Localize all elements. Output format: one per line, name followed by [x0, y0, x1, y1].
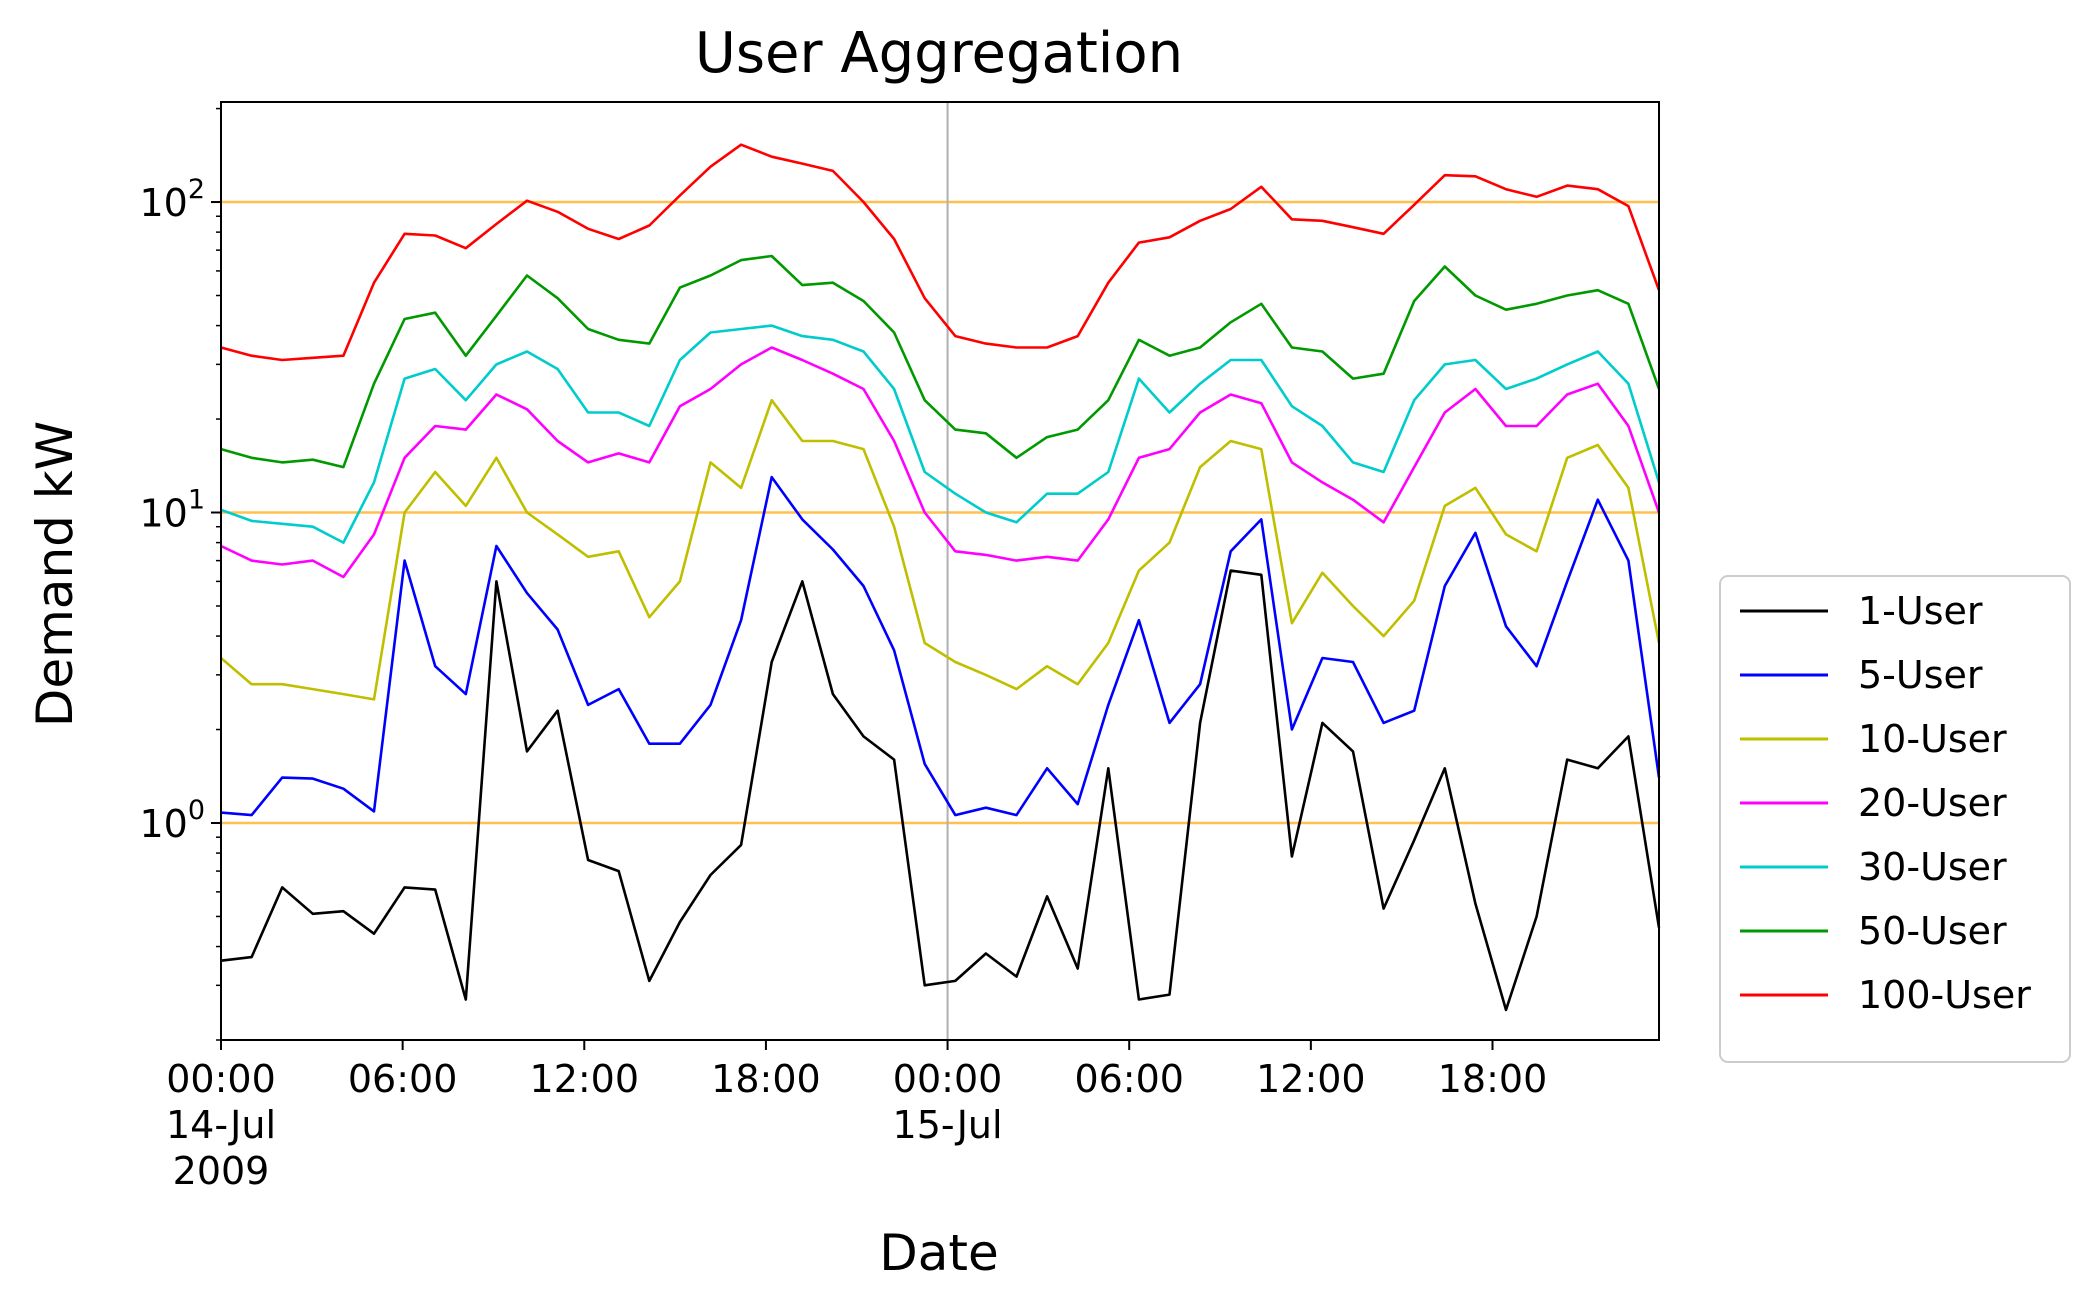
x-tick-label: 06:00: [348, 1057, 458, 1101]
series-line-50-user: [220, 254, 1661, 469]
y-tick-label: 102: [139, 174, 205, 225]
legend-label: 100-User: [1858, 973, 2031, 1017]
legend-frame: [1719, 575, 2071, 1063]
x-tick-label: 18:00: [711, 1057, 821, 1101]
series-line-1-user: [220, 569, 1661, 1012]
chart-title: User Aggregation: [695, 21, 1183, 86]
x-tick-label: 2009: [173, 1149, 270, 1193]
legend-label: 50-User: [1858, 909, 2007, 953]
x-axis-label: Date: [879, 1224, 999, 1282]
series-layer: [220, 143, 1661, 1012]
x-tick-label: 15-Jul: [893, 1103, 1003, 1147]
series-line-10-user: [220, 398, 1661, 701]
series-line-30-user: [220, 324, 1661, 544]
grid-layer: [221, 102, 1659, 1040]
x-tick-label: 14-Jul: [166, 1103, 276, 1147]
legend-label: 5-User: [1858, 653, 1983, 697]
x-tick-label: 00:00: [893, 1057, 1003, 1101]
series-line-20-user: [220, 346, 1661, 579]
plot-frame: [220, 101, 1660, 1041]
x-tick-label: 06:00: [1074, 1057, 1184, 1101]
x-tick-label: 12:00: [530, 1057, 640, 1101]
x-tick-label: 00:00: [166, 1057, 276, 1101]
legend-label: 30-User: [1858, 845, 2007, 889]
y-tick-label: 101: [139, 485, 205, 536]
series-line-100-user: [220, 143, 1661, 362]
legend-label: 20-User: [1858, 781, 2007, 825]
x-tick-label: 18:00: [1438, 1057, 1548, 1101]
x-tick-label: 12:00: [1256, 1057, 1366, 1101]
legend: 1-User 5-User 10-User 20-User 30-User 50-User…: [1719, 575, 2071, 1063]
series-line-5-user: [220, 475, 1661, 817]
y-axis-label: Demand kW: [26, 421, 84, 727]
y-tick-label: 100: [139, 795, 205, 846]
legend-label: 10-User: [1858, 717, 2007, 761]
legend-label: 1-User: [1858, 589, 1983, 633]
